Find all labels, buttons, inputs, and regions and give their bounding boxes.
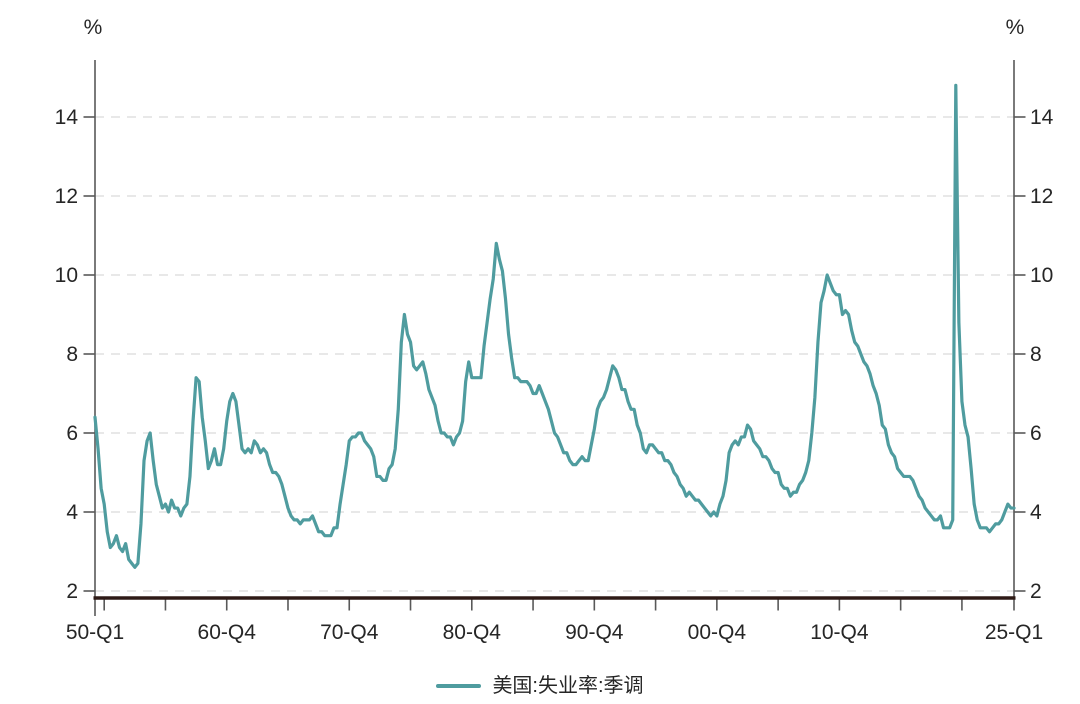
- y-tick-label-left: 6: [66, 422, 78, 445]
- y-axis-unit-right: %: [1005, 16, 1025, 39]
- y-tick-label-right: 4: [1030, 501, 1042, 524]
- y-tick-label-left: 4: [66, 501, 78, 524]
- y-tick-label-right: 6: [1030, 422, 1042, 445]
- y-tick-label-right: 8: [1030, 343, 1042, 366]
- x-tick-label: 10-Q4: [810, 621, 869, 644]
- x-tick-label: 80-Q4: [443, 621, 502, 644]
- x-tick-label: 50-Q1: [66, 621, 124, 644]
- y-tick-label-right: 14: [1030, 106, 1054, 129]
- legend-line-swatch: [436, 683, 482, 689]
- x-tick-label: 00-Q4: [688, 621, 747, 644]
- gridlines-group: [95, 116, 1014, 592]
- legend: 美国:失业率:季调: [0, 674, 1080, 698]
- series-line-unemployment: [93, 83, 1016, 569]
- y-tick-label-left: 14: [55, 106, 79, 129]
- y-axis-unit-left: %: [83, 16, 103, 39]
- y-tick-label-right: 2: [1030, 580, 1042, 603]
- y-tick-label-right: 10: [1030, 264, 1053, 287]
- x-tick-label: 25-Q1: [985, 621, 1043, 644]
- x-tick-label: 60-Q4: [198, 621, 257, 644]
- axes-group: 2 2 4 4 6 6 8 8 10 10 12 12 14 14 50-Q1 60-Q4 70-Q4 80-Q4…: [55, 60, 1054, 644]
- y-tick-label-left: 10: [55, 264, 78, 287]
- y-tick-label-left: 8: [66, 343, 78, 366]
- y-tick-label-left: 2: [66, 580, 78, 603]
- y-tick-label-left: 12: [55, 185, 78, 208]
- x-tick-label: 70-Q4: [320, 621, 379, 644]
- legend-series-label: 美国:失业率:季调: [492, 675, 644, 697]
- y-tick-label-right: 12: [1030, 185, 1053, 208]
- x-tick-label: 90-Q4: [565, 621, 624, 644]
